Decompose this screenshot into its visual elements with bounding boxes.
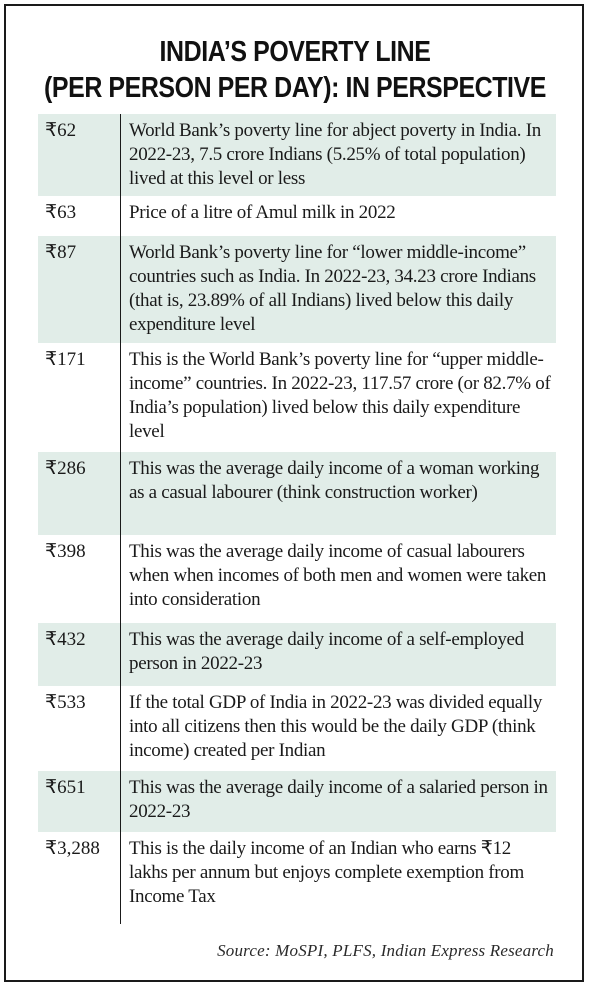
- column-divider: [120, 114, 121, 924]
- table-row: ₹63 Price of a litre of Amul milk in 202…: [38, 196, 556, 236]
- row-description: Price of a litre of Amul milk in 2022: [129, 202, 396, 223]
- row-description: This was the average daily income of cas…: [129, 541, 547, 610]
- table-row: ₹398 This was the average daily income o…: [38, 535, 556, 623]
- row-description: This was the average daily income of a s…: [129, 777, 548, 822]
- table-row: ₹62 World Bank’s poverty line for abject…: [38, 114, 556, 196]
- row-description: World Bank’s poverty line for “lower mid…: [129, 242, 536, 335]
- row-price: ₹651: [45, 777, 86, 798]
- row-price: ₹432: [45, 629, 86, 650]
- table-row: ₹171 This is the World Bank’s poverty li…: [38, 343, 556, 452]
- row-description: This was the average daily income of a s…: [129, 629, 524, 674]
- table-row: ₹533 If the total GDP of India in 2022-2…: [38, 686, 556, 771]
- table-row: ₹432 This was the average daily income o…: [38, 623, 556, 686]
- row-description: This was the average daily income of a w…: [129, 458, 540, 503]
- infographic-frame: [4, 4, 584, 982]
- row-price: ₹398: [45, 541, 86, 562]
- row-price: ₹3,288: [45, 838, 100, 859]
- row-description: If the total GDP of India in 2022-23 was…: [129, 692, 543, 761]
- infographic-title: INDIA’S POVERTY LINE (PER PERSON PER DAY…: [41, 34, 548, 106]
- table-row: ₹87 World Bank’s poverty line for “lower…: [38, 236, 556, 343]
- row-price: ₹63: [45, 202, 77, 223]
- table-row: ₹286 This was the average daily income o…: [38, 452, 556, 535]
- comparison-table: ₹62 World Bank’s poverty line for abject…: [38, 114, 556, 920]
- row-description: World Bank’s poverty line for abject pov…: [129, 120, 541, 189]
- row-price: ₹286: [45, 458, 86, 479]
- source-note: Source: MoSPI, PLFS, Indian Express Rese…: [217, 941, 554, 960]
- table-row: ₹3,288 This is the daily income of an In…: [38, 832, 556, 920]
- row-price: ₹533: [45, 692, 86, 713]
- row-description: This is the daily income of an Indian wh…: [129, 838, 524, 907]
- table-row: ₹651 This was the average daily income o…: [38, 771, 556, 832]
- row-price: ₹87: [45, 242, 77, 263]
- row-price: ₹62: [45, 120, 77, 141]
- title-line-2: (PER PERSON PER DAY): IN PERSPECTIVE: [44, 72, 546, 104]
- row-price: ₹171: [45, 349, 86, 370]
- title-line-1: INDIA’S POVERTY LINE: [159, 36, 431, 68]
- row-description: This is the World Bank’s poverty line fo…: [129, 349, 551, 442]
